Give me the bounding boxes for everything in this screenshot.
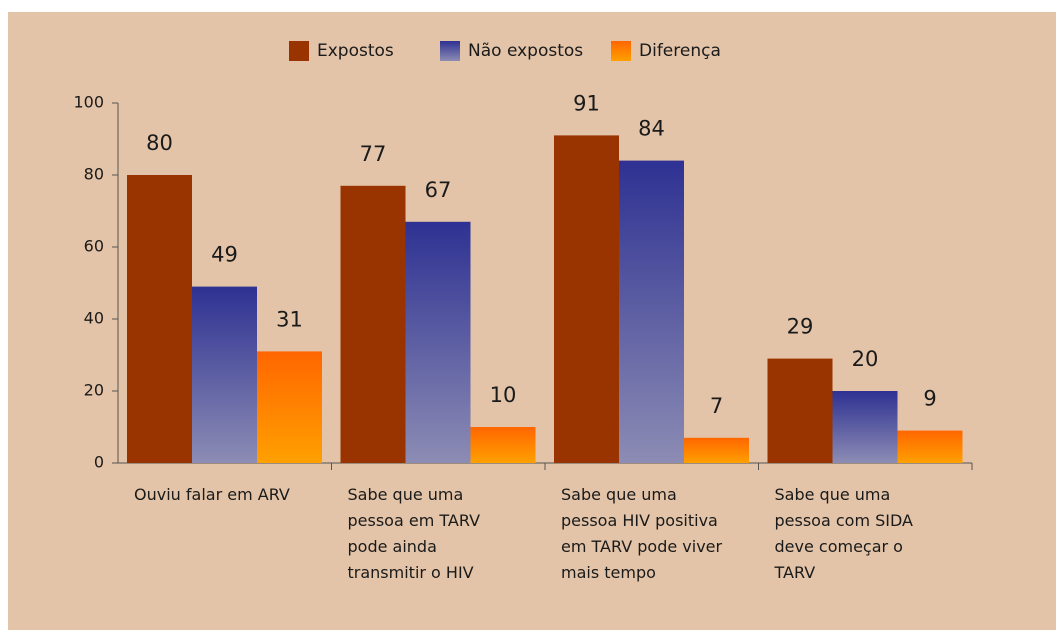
x-tick-label: Sabe que uma (775, 485, 891, 504)
bar (619, 160, 684, 463)
x-tick-label: em TARV pode viver (561, 537, 723, 556)
y-tick-label: 80 (84, 165, 104, 184)
x-tick-label: TARV (774, 563, 816, 582)
bar (340, 185, 406, 464)
x-tick-label: pessoa HIV positiva (561, 511, 718, 530)
bar (767, 358, 833, 463)
value-label: 9 (923, 387, 936, 411)
value-label: 84 (638, 117, 665, 141)
legend-swatch (289, 41, 309, 61)
value-label: 80 (146, 131, 173, 155)
x-tick-label: pode ainda (348, 537, 437, 556)
bar (684, 437, 749, 463)
legend-label: Diferença (639, 41, 721, 61)
legend-swatch (611, 41, 631, 61)
bar (127, 175, 192, 463)
value-label: 77 (360, 142, 387, 166)
value-label: 31 (276, 307, 303, 331)
legend-label: Expostos (317, 41, 394, 61)
bar (470, 427, 536, 463)
x-tick-label: Sabe que uma (561, 485, 677, 504)
bar (554, 135, 619, 463)
y-tick-label: 20 (84, 381, 104, 400)
bar (832, 391, 898, 463)
value-label: 91 (573, 91, 600, 115)
value-label: 10 (490, 383, 517, 407)
bar (405, 221, 471, 463)
value-label: 7 (710, 394, 723, 418)
y-tick-label: 40 (84, 309, 104, 328)
y-tick-label: 60 (84, 237, 104, 256)
x-tick-label: Ouviu falar em ARV (134, 485, 290, 504)
x-tick-label: deve começar o (775, 537, 903, 556)
legend-label: Não expostos (468, 41, 583, 61)
y-tick-label: 0 (94, 453, 104, 472)
y-tick-label: 100 (73, 93, 104, 112)
x-tick-label: Sabe que uma (348, 485, 464, 504)
legend-swatch (440, 41, 460, 61)
bar (897, 430, 963, 463)
value-label: 29 (787, 315, 814, 339)
x-tick-label: transmitir o HIV (348, 563, 474, 582)
value-label: 20 (852, 347, 879, 371)
x-tick-label: pessoa com SIDA (775, 511, 914, 530)
x-tick-label: pessoa em TARV (348, 511, 481, 530)
x-tick-label: mais tempo (561, 563, 656, 582)
bar (192, 286, 257, 463)
value-label: 49 (211, 243, 238, 267)
value-label: 67 (425, 178, 452, 202)
bar (257, 351, 322, 463)
